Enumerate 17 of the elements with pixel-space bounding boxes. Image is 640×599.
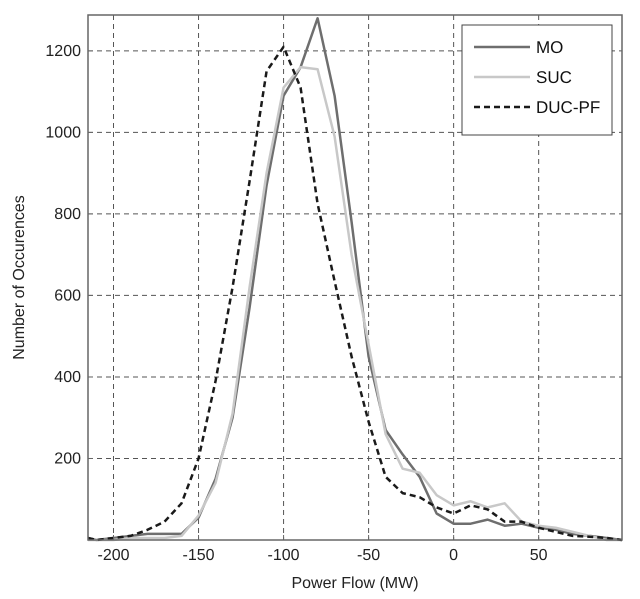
y-tick-label: 800 — [54, 206, 82, 223]
legend-label: MO — [536, 38, 564, 57]
legend-label: SUC — [536, 68, 572, 87]
x-tick-label: -200 — [97, 547, 130, 564]
y-tick-label: 1000 — [45, 124, 82, 142]
y-tick-label: 400 — [54, 368, 82, 386]
y-tick-label: 1200 — [45, 42, 82, 60]
x-tick-label: 50 — [530, 547, 548, 564]
y-tick-label: 200 — [54, 450, 82, 468]
legend-label: DUC-PF — [536, 98, 600, 117]
y-tick-label: 600 — [54, 287, 82, 304]
x-tick-label: -50 — [357, 547, 380, 564]
y-axis-title: Number of Occurences — [11, 195, 28, 360]
x-tick-label: 0 — [449, 547, 458, 564]
x-axis-title: Power Flow (MW) — [291, 575, 419, 592]
x-tick-label: -100 — [268, 547, 300, 564]
x-tick-label: -150 — [182, 547, 215, 564]
